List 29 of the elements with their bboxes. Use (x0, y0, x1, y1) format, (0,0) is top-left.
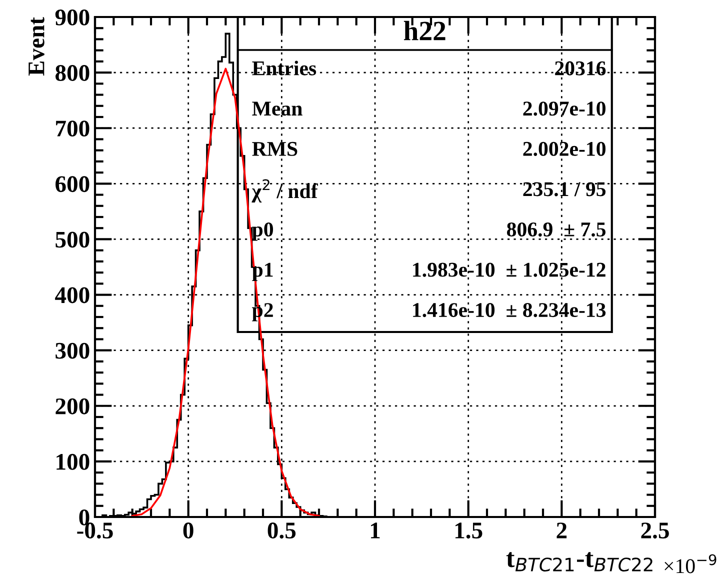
annotation: h22 (404, 20, 446, 40)
y-axis-title: Event (28, 17, 44, 76)
y-tick-label: 700 (56, 120, 90, 137)
x-tick-label: 2 (556, 522, 567, 538)
annotation: Entries (252, 60, 316, 76)
x-tick-label: 1.5 (455, 522, 482, 539)
annotation: 20316 (555, 61, 606, 76)
x-axis-title: t$_{BTC21}$-t$_{BTC22}$ (506, 552, 652, 572)
annotation: Mean (252, 102, 302, 116)
annotation: 1.416e-10 ± 8.234e-13 (413, 303, 606, 318)
annotation: RMS (252, 142, 298, 156)
y-tick-label: 300 (56, 342, 90, 359)
y-tick-label: 200 (56, 398, 90, 414)
y-tick-label: 600 (56, 176, 90, 192)
annotation: 1.983e-10 ± 1.025e-12 (413, 262, 606, 277)
annotation: 806.9 ± 7.5 (506, 222, 606, 237)
x-tick-label: 2.5 (641, 522, 669, 539)
x-tick-label: 1 (370, 522, 380, 538)
y-tick-label: 100 (56, 454, 90, 470)
y-tick-label: 800 (56, 65, 90, 81)
y-tick-label: 500 (56, 232, 90, 248)
y-tick-label: 400 (55, 287, 90, 304)
text: ×10$^{−9}$ (664, 554, 716, 574)
x-tick-label: 0.5 (268, 522, 296, 539)
y-tick-label: 900 (55, 9, 90, 26)
x-tick-label: 0 (183, 522, 194, 538)
annotation: 235.1 / 95 (523, 182, 606, 196)
annotation: 2.097e-10 (523, 102, 606, 116)
annotation: 2.002e-10 (523, 142, 606, 156)
